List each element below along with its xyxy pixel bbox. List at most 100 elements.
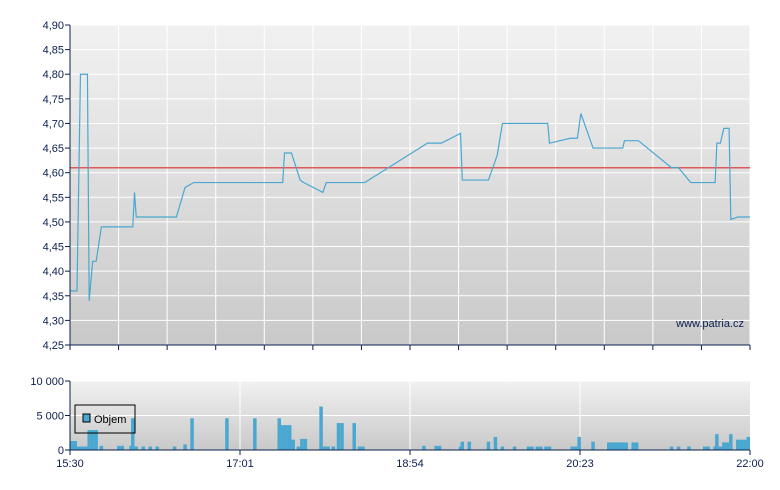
volume-bar (591, 441, 595, 450)
volume-bar (718, 446, 723, 450)
volume-bar (296, 446, 301, 450)
volume-bar (736, 439, 740, 450)
volume-bar (669, 446, 674, 450)
y-tick-label: 10 000 (30, 376, 64, 388)
y-tick-label: 4,80 (43, 69, 64, 81)
legend-box (74, 404, 136, 434)
volume-bar (614, 442, 618, 450)
volume-bar (676, 446, 681, 450)
volume-bar (319, 406, 323, 450)
y-tick-label: 4,70 (43, 118, 64, 130)
y-tick-label: 4,85 (43, 45, 64, 57)
volume-bar (573, 446, 578, 450)
volume-bar (70, 441, 74, 450)
x-tick-label: 17:01 (226, 458, 254, 470)
volume-bar (512, 446, 517, 450)
volume-bar (120, 445, 125, 450)
volume-bar (357, 446, 362, 450)
volume-bar (134, 446, 139, 450)
volume-bar (277, 418, 281, 450)
volume-bar (303, 438, 308, 450)
volume-bar (460, 441, 465, 450)
volume-bar (434, 445, 438, 450)
volume-bar (94, 429, 98, 450)
volume-bar (155, 446, 159, 450)
y-tick-label: 4,60 (43, 168, 64, 180)
volume-bar (300, 438, 304, 450)
volume-bar (535, 446, 540, 450)
volume-bar (437, 445, 442, 450)
volume-bar (284, 425, 288, 450)
volume-bar (544, 446, 548, 450)
volume-bar (172, 446, 177, 450)
y-tick-label: 4,55 (43, 192, 64, 204)
volume-bar (183, 444, 187, 450)
volume-bar (715, 434, 719, 450)
volume-bar (83, 446, 88, 450)
y-tick-label: 4,30 (43, 315, 64, 327)
volume-bar (617, 442, 621, 450)
volume-bar (493, 436, 498, 450)
volume-bar (702, 446, 707, 450)
volume-bar (539, 446, 543, 450)
legend-swatch (82, 413, 91, 423)
y-tick-label: 4,40 (43, 266, 64, 278)
volume-bar (577, 436, 581, 450)
volume-bar (117, 445, 121, 450)
volume-bar (610, 442, 615, 450)
volume-bar (486, 441, 491, 450)
volume-bar (352, 423, 356, 450)
y-tick-label: 4,65 (43, 143, 64, 155)
volume-legend: Objem (74, 404, 136, 434)
volume-bar (361, 446, 365, 450)
volume-bar (280, 425, 285, 450)
y-tick-label: 5 000 (36, 411, 64, 423)
volume-bar (500, 446, 505, 450)
volume-bar (76, 446, 81, 450)
y-tick-label: 0 (58, 445, 64, 457)
volume-bar (80, 446, 84, 450)
volume-bar (687, 446, 691, 450)
volume-bar (530, 446, 534, 450)
watermark: www.patria.cz (675, 318, 744, 330)
volume-bar (99, 445, 104, 450)
volume-bar (73, 441, 77, 450)
volume-bar (725, 442, 730, 450)
volume-bar (729, 434, 733, 450)
volume-bar (570, 446, 574, 450)
volume-bar (340, 423, 344, 450)
volume-bar (253, 418, 257, 450)
x-tick-label: 20:23 (566, 458, 594, 470)
volume-bar (624, 442, 628, 450)
volume-bar (634, 442, 639, 450)
volume-bar (225, 418, 229, 450)
volume-bar (467, 441, 472, 450)
volume-bar (422, 445, 426, 450)
volume-bar (141, 446, 145, 450)
volume-bar (291, 439, 295, 450)
y-tick-label: 4,90 (43, 20, 64, 32)
volume-bar (607, 442, 611, 450)
volume-bar (190, 418, 194, 450)
legend-label: Objem (94, 414, 126, 426)
y-tick-label: 4,35 (43, 291, 64, 303)
x-tick-label: 15:30 (56, 458, 84, 470)
x-tick-label: 22:00 (736, 458, 764, 470)
volume-bar (620, 442, 625, 450)
y-tick-label: 4,75 (43, 94, 64, 106)
volume-bar (336, 423, 341, 450)
volume-bar (547, 446, 552, 450)
volume-bar (722, 442, 726, 450)
volume-bar (90, 429, 95, 450)
y-tick-label: 4,25 (43, 340, 64, 352)
y-tick-label: 4,50 (43, 217, 64, 229)
volume-bar (131, 418, 135, 450)
volume-bar (322, 446, 327, 450)
volume-bar (326, 446, 330, 450)
y-tick-label: 4,45 (43, 242, 64, 254)
volume-bar (739, 439, 744, 450)
volume-bar (706, 446, 710, 450)
x-tick-label: 18:54 (396, 458, 424, 470)
volume-bar (746, 436, 751, 450)
volume-bar (631, 442, 635, 450)
